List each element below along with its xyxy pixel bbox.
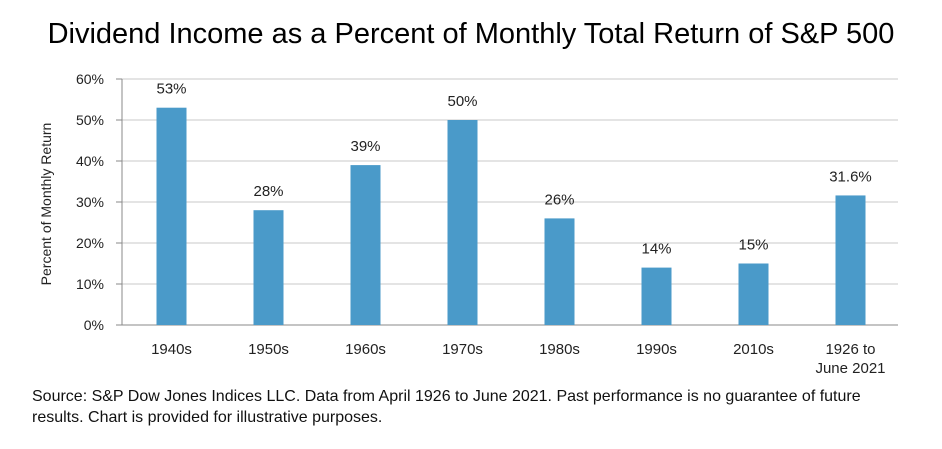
bar <box>253 210 284 325</box>
bar <box>544 218 575 325</box>
x-tick-label: 1950s <box>248 341 289 358</box>
y-tick-label: 0% <box>84 317 104 333</box>
bar-chart: 0% 10% 20% 30% 40% 50% 60% Percent of Monthly R… <box>38 71 898 377</box>
y-tick-label: 50% <box>76 112 104 128</box>
x-tick-label: 1960s <box>345 341 386 358</box>
bar <box>641 267 672 325</box>
bar-value-label: 50% <box>447 93 477 110</box>
bar-value-label: 39% <box>350 138 380 155</box>
x-tick-label: 2010s <box>733 341 774 358</box>
y-tick-label: 10% <box>76 276 104 292</box>
source-note: Source: S&P Dow Jones Indices LLC. Data … <box>32 388 861 426</box>
bar-value-label: 28% <box>253 183 283 200</box>
bar-value-label: 53% <box>156 81 186 98</box>
bar <box>447 120 478 325</box>
bar-value-label: 14% <box>641 241 671 258</box>
bar <box>350 165 381 325</box>
x-tick-label: 1926 to June 2021 <box>815 341 885 377</box>
y-tick-label: 30% <box>76 194 104 210</box>
bar <box>156 107 187 325</box>
y-tick-label: 20% <box>76 235 104 251</box>
x-tick-label: 1990s <box>636 341 677 358</box>
y-tick-label: 40% <box>76 153 104 169</box>
bar-value-label: 31.6% <box>829 168 872 185</box>
bar-value-label: 15% <box>738 237 768 254</box>
y-tick-label: 60% <box>76 71 104 87</box>
x-tick-label: 1940s <box>151 341 192 358</box>
bar-value-label: 26% <box>544 191 574 208</box>
x-tick-label: 1980s <box>539 341 580 358</box>
y-axis-label: Percent of Monthly Return <box>38 123 54 286</box>
bar <box>835 195 866 325</box>
bar <box>738 263 769 325</box>
chart-title: Dividend Income as a Percent of Monthly … <box>47 18 895 50</box>
x-tick-label: 1970s <box>442 341 483 358</box>
